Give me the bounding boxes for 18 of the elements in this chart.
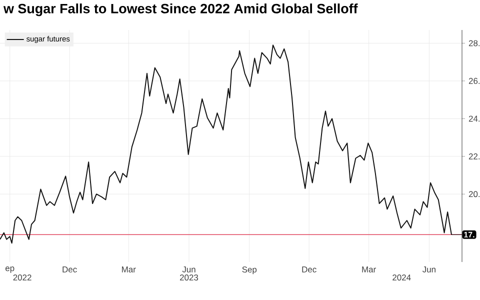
x2-tick-label: 2023 [180,274,198,281]
x-tick-label: Mar [122,266,136,272]
y-tick-label: 20. [468,191,480,198]
chart-title: w Sugar Falls to Lowest Since 2022 Amid Global Selloff [3,4,358,16]
y-tick-label: 22. [468,153,480,160]
line-series [0,44,452,244]
x-tick-label: ep [5,266,14,273]
y-tick-label: 26. [468,78,480,84]
x-tick-label: Dec [62,266,77,272]
y-tick-label: 28. [468,40,480,46]
x-tick-label: Sep [242,266,257,274]
x-tick-label: Dec [302,266,316,272]
x2-tick-label: 2022 [13,274,32,281]
y-tick-label: 24. [468,116,480,122]
x2-tick-label: 2024 [392,274,411,281]
x-tick-label: Jun [422,266,436,272]
x-tick-label: Jun [182,266,196,272]
x-tick-label: Mar [362,266,376,272]
